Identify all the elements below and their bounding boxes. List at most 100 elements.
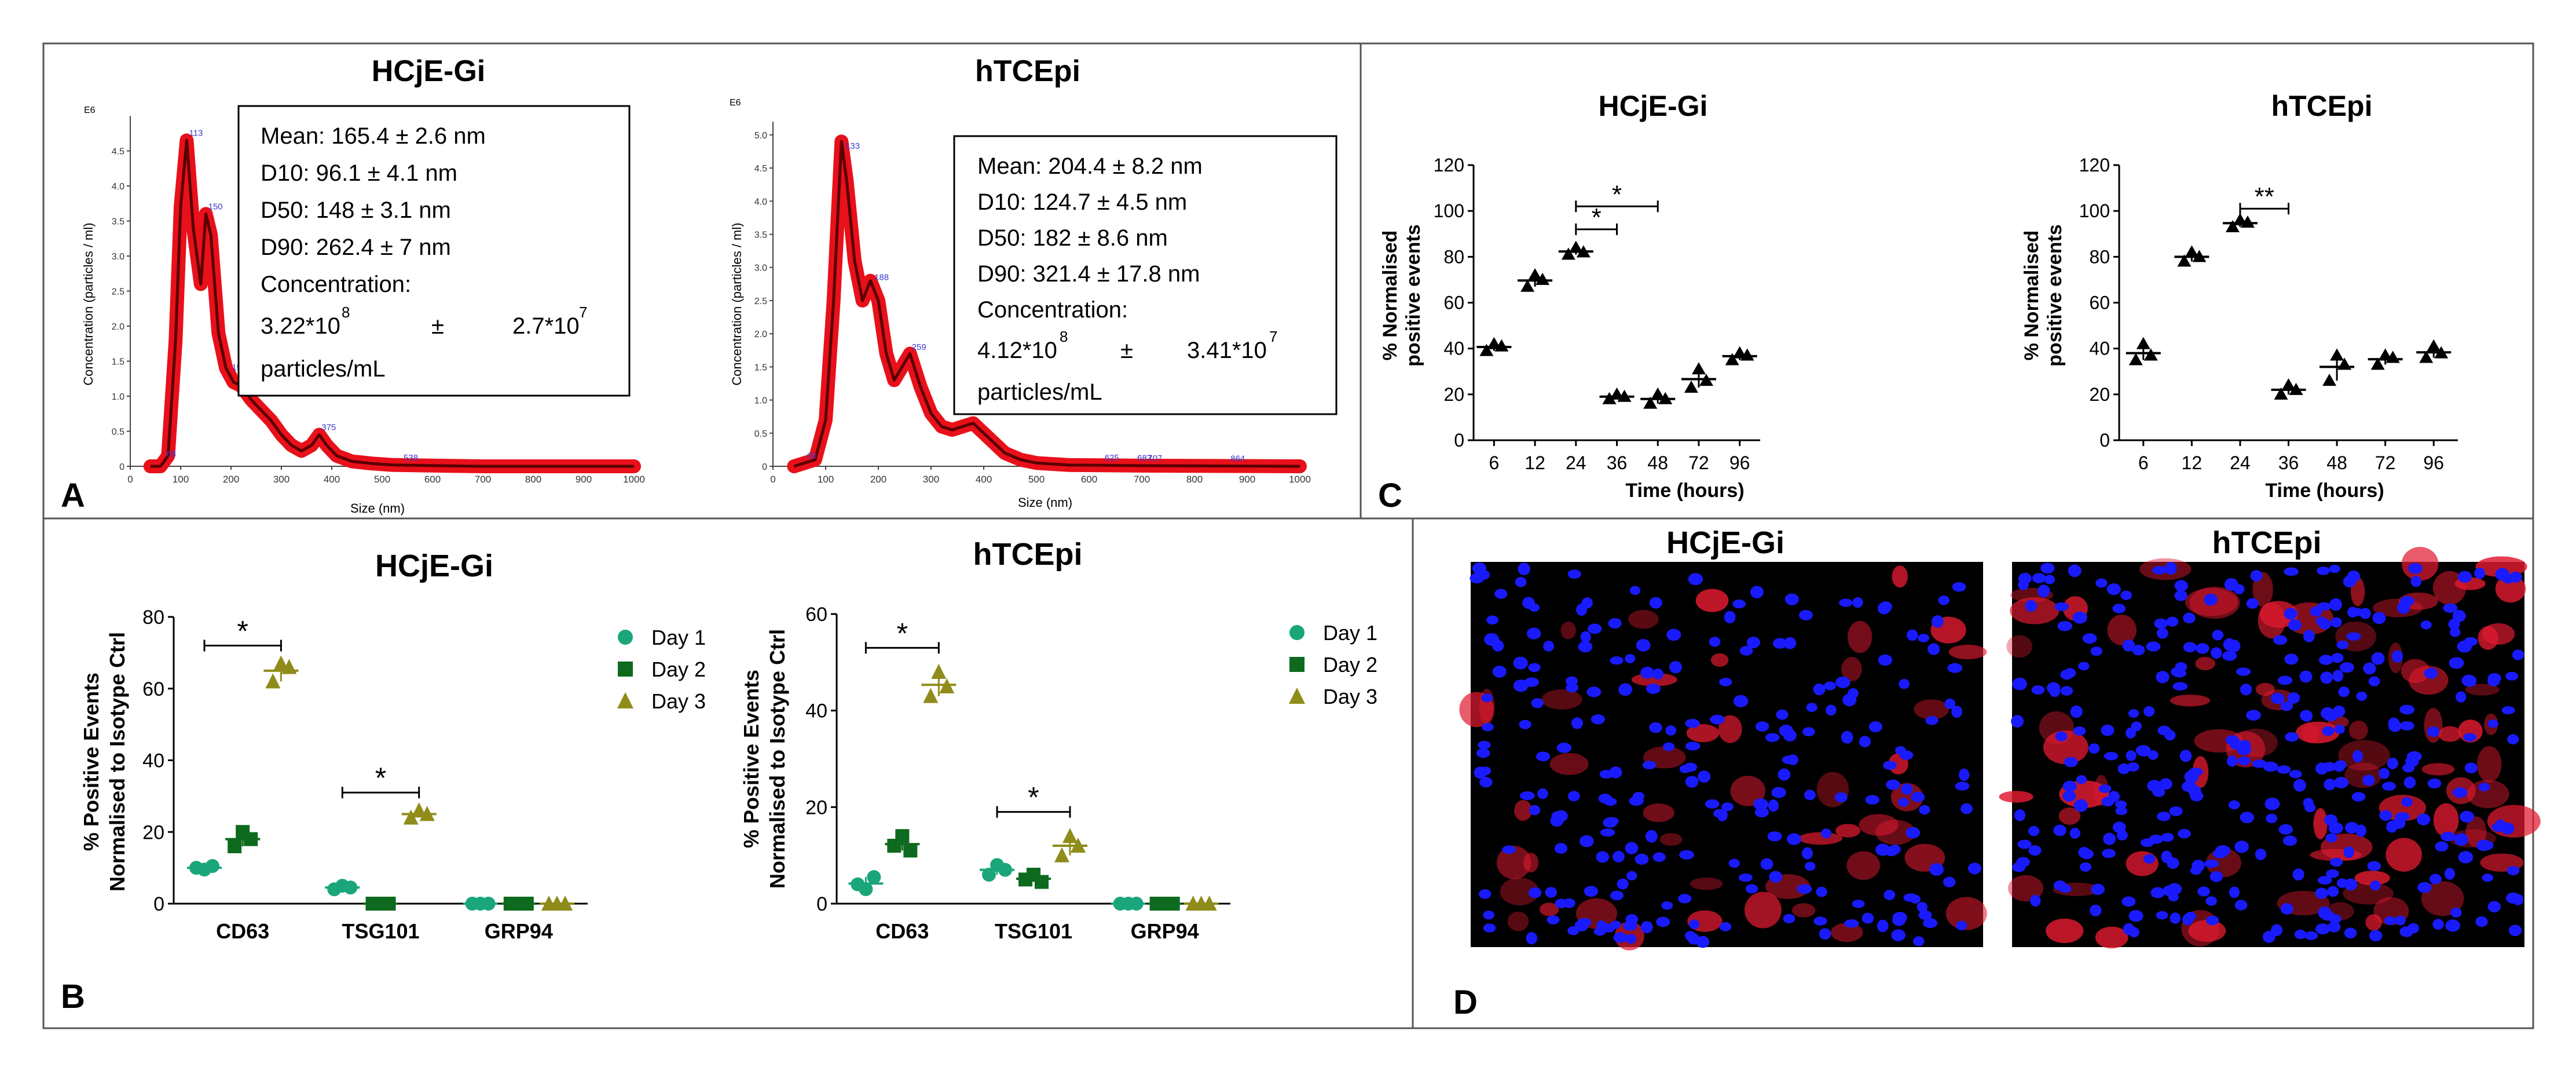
nucleus	[2294, 929, 2307, 940]
x-tick-label: GRP94	[1131, 919, 1199, 943]
nucleus	[2062, 780, 2077, 792]
nucleus	[1951, 706, 1963, 718]
nucleus	[2014, 809, 2026, 821]
nucleus	[2078, 847, 2090, 858]
nucleus	[2315, 923, 2331, 935]
chart-title: hTCEpi	[2271, 90, 2373, 122]
y-axis-label: % Positive Events	[79, 673, 103, 851]
nucleus	[1802, 727, 1815, 737]
y-tick-label: 2.5	[754, 297, 767, 306]
nucleus	[2335, 760, 2347, 770]
data-point	[1691, 362, 1706, 375]
nucleus	[2166, 616, 2179, 627]
x-tick-label: 72	[1688, 452, 1709, 473]
nucleus	[1804, 861, 1816, 871]
stat-d10: D10: 96.1 ± 4.1 nm	[261, 160, 457, 186]
x-tick-label: 900	[576, 474, 592, 485]
stat-conc-label: Concentration:	[261, 272, 411, 297]
nucleus	[2346, 632, 2361, 641]
stained-cell	[2058, 807, 2081, 825]
nucleus	[1906, 827, 1921, 839]
nucleus	[1486, 615, 1499, 625]
nucleus	[1844, 919, 1859, 928]
nucleus	[2054, 602, 2069, 611]
nucleus	[2188, 785, 2201, 798]
nucleus	[2508, 925, 2522, 937]
nucleus	[1798, 610, 1813, 620]
data-point	[2370, 357, 2385, 370]
microscopy-panel: HCjE-Gi hTCEpi	[1459, 525, 2541, 951]
nucleus	[2234, 841, 2249, 853]
nucleus	[2154, 618, 2168, 629]
nucleus	[1967, 863, 1981, 875]
nucleus	[1878, 654, 1893, 666]
nucleus	[2226, 755, 2238, 767]
stained-cell	[2421, 881, 2464, 916]
nucleus	[2293, 779, 2306, 792]
nucleus	[1955, 781, 1970, 791]
y-tick-label: 60	[1443, 293, 1464, 313]
stained-cell	[2465, 816, 2487, 847]
stained-cell	[1847, 620, 1873, 653]
stained-cell	[1816, 772, 1849, 807]
nucleus	[1898, 798, 1909, 807]
nucleus	[1617, 878, 1629, 890]
y-axis-label-line2: positive events	[1402, 224, 1424, 367]
nucleus	[1494, 589, 1508, 599]
nucleus	[2234, 900, 2248, 911]
data-point	[1658, 392, 1673, 404]
nucleus	[2046, 682, 2061, 694]
peak-label: 259	[912, 342, 926, 352]
data-point	[228, 839, 242, 853]
nucleus	[2370, 880, 2381, 891]
nucleus	[2362, 774, 2375, 786]
y-tick-label: 80	[1443, 246, 1464, 267]
nucleus	[1685, 719, 1700, 728]
nucleus	[2284, 567, 2299, 576]
nucleus	[2287, 692, 2300, 704]
nucleus	[1943, 876, 1956, 887]
nucleus	[2172, 682, 2188, 691]
nucleus	[1610, 890, 1624, 901]
data-point	[2434, 346, 2449, 359]
nucleus	[1526, 627, 1541, 640]
nucleus	[1626, 871, 1637, 880]
nucleus	[1649, 722, 1662, 733]
nucleus	[2356, 692, 2368, 701]
nucleus	[1884, 890, 1896, 900]
nucleus	[1852, 597, 1863, 608]
y-axis-label: % Normalised	[2021, 231, 2043, 361]
data-point	[2427, 339, 2441, 352]
stained-cell	[1830, 923, 1863, 942]
x-tick-label: TSG101	[995, 919, 1072, 943]
nucleus	[1955, 920, 1967, 930]
nucleus	[2128, 927, 2140, 938]
nucleus	[1705, 799, 1720, 809]
nucleus	[2159, 778, 2172, 790]
nucleus	[1567, 791, 1580, 802]
nucleus	[2169, 806, 2183, 816]
x-tick-label: 72	[2375, 452, 2396, 473]
nucleus	[1474, 766, 1487, 779]
nucleus	[1678, 894, 1692, 904]
nucleus	[2368, 676, 2380, 686]
nucleus	[1931, 615, 1944, 628]
data-point	[1201, 896, 1217, 911]
nucleus	[2060, 686, 2073, 696]
nucleus	[1652, 668, 1663, 680]
data-point	[2240, 215, 2255, 228]
nucleus	[2103, 832, 2116, 845]
data-point	[895, 829, 910, 843]
chart-title: hTCEpi	[973, 537, 1083, 572]
viability-chart-htcepi: hTCEpi % Normalised positive events Time…	[2021, 90, 2458, 502]
stained-cell	[1791, 903, 1816, 918]
y-tick-label: 1.0	[754, 396, 767, 406]
stained-cell	[2438, 726, 2462, 742]
nucleus	[1599, 770, 1613, 779]
nucleus	[1892, 915, 1906, 926]
peak-label: 60	[807, 451, 817, 461]
x-tick-label: 24	[2230, 452, 2251, 473]
y-tick-label: 80	[142, 606, 164, 628]
y-tick-label: 100	[2079, 200, 2110, 221]
x-tick-label: 500	[1028, 474, 1045, 485]
